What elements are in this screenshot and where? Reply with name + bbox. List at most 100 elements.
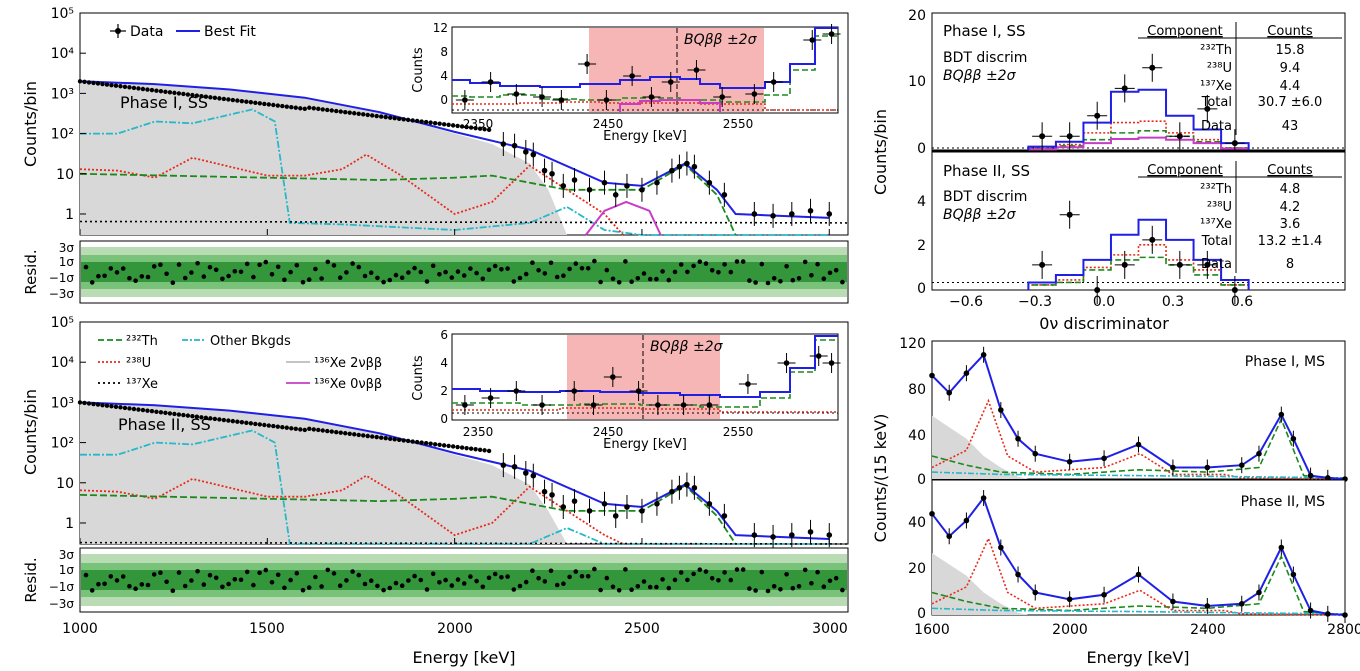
data-point: [356, 432, 361, 438]
data-point: [280, 103, 285, 109]
y-tick-label: 10⁵: [51, 315, 74, 331]
resid-point: [480, 584, 486, 590]
y-tick-label: 10³: [51, 86, 74, 102]
y-tick-label: 10²: [51, 436, 74, 452]
resid-point: [771, 276, 777, 281]
resid-point: [102, 581, 107, 587]
data-point: [244, 420, 249, 425]
data-point: [361, 112, 366, 117]
resid-point: [344, 270, 349, 275]
bdt1-label: Phase I, SS: [943, 22, 1026, 40]
data-point: [387, 436, 393, 441]
panel-main-phase1: 1 10 10² 10³ 10⁴ 10⁵ Phase I, SS Data Best Fi…: [21, 6, 849, 236]
resid-point: [393, 580, 399, 586]
resid-point: [523, 271, 529, 277]
data-point: [239, 420, 245, 425]
resid-point: [362, 581, 368, 587]
svg-text:0: 0: [440, 93, 448, 107]
data-point: [127, 85, 132, 90]
y-tick-label: 10³: [51, 395, 74, 411]
resid-point: [368, 578, 374, 583]
data-point: [262, 422, 267, 428]
inset-point: [584, 61, 590, 67]
inset-xlabel: Energy [keV]: [603, 129, 687, 144]
data-point: [464, 445, 469, 451]
data-point: [181, 412, 186, 418]
ms-point: [1324, 611, 1331, 617]
bdt-point: [1121, 85, 1128, 92]
resid-point: [300, 587, 306, 593]
ms-u238: [931, 536, 1346, 616]
svg-text:0: 0: [917, 141, 926, 157]
data-point: [145, 408, 150, 413]
data-point: [530, 472, 537, 479]
svg-text:Total: Total: [1201, 95, 1232, 110]
inset-roi-label: BQββ ±2σ: [684, 32, 758, 48]
resid-point: [517, 275, 523, 281]
resid-point: [207, 572, 213, 578]
inset-point: [487, 395, 494, 401]
svg-text:2550: 2550: [723, 117, 754, 131]
data-point: [441, 122, 447, 127]
resid-point: [319, 276, 324, 281]
data-point: [612, 192, 619, 198]
svg-text:Counts: Counts: [1267, 163, 1313, 178]
resid-point: [325, 259, 331, 265]
inset-point: [815, 353, 822, 359]
ms-point: [1135, 571, 1142, 578]
data-point: [473, 447, 478, 452]
legend-u238: ²³⁸U: [126, 356, 151, 371]
data-point: [684, 160, 690, 167]
data-point: [325, 107, 330, 113]
svg-text:2450: 2450: [593, 425, 624, 439]
resid-point: [251, 582, 256, 588]
svg-text:3000: 3000: [812, 621, 848, 637]
resid-point: [176, 570, 182, 575]
xe137-curve: [79, 220, 849, 224]
inset-phase2: BQββ ±2σ 6 4 2 0 2350 2450 2550 Energy […: [411, 328, 841, 452]
resid-point: [623, 567, 628, 572]
resid-phase2: 3σ 1σ −1σ −3σ Resid. 1000 1500 2000 2500…: [22, 547, 849, 667]
data-point: [122, 84, 128, 90]
resid-point: [647, 584, 653, 590]
resid-point: [356, 572, 362, 578]
data-point: [131, 85, 137, 91]
data-point: [530, 151, 537, 158]
bdt-point: [1149, 64, 1156, 71]
ms-point: [1307, 472, 1314, 479]
data-point: [770, 534, 776, 540]
data-point: [396, 116, 402, 121]
data-point: [477, 126, 483, 131]
resid-point: [691, 263, 696, 269]
y-tick-label: 10⁴: [51, 355, 75, 371]
bdt2-table: Component Counts ²³²Th 4.8 ²³⁸U 4.2 ¹³⁷X…: [1138, 161, 1342, 273]
data-point: [770, 213, 776, 219]
data-point: [352, 432, 357, 437]
data-point: [136, 86, 141, 91]
data-point: [185, 92, 191, 97]
ms-point: [963, 517, 970, 524]
resid-point: [83, 264, 89, 270]
resid-point: [344, 578, 349, 583]
data-point: [392, 116, 397, 121]
resid-point: [437, 580, 442, 585]
resid-point: [623, 259, 628, 264]
svg-text:²³⁸U: ²³⁸U: [1207, 61, 1232, 76]
data-point: [338, 109, 343, 114]
data-point: [482, 448, 487, 453]
data-point: [167, 411, 173, 416]
data-point: [549, 170, 555, 177]
bdt-point: [1121, 261, 1128, 268]
resid-point: [480, 276, 486, 282]
resid-point: [647, 276, 653, 282]
inset-point: [513, 91, 520, 97]
data-point: [338, 430, 343, 435]
legend-best-fit: Best Fit: [204, 24, 256, 40]
bdt-point: [1094, 287, 1101, 293]
inset-point: [513, 388, 520, 394]
resid-point: [89, 280, 95, 285]
data-point: [307, 105, 312, 110]
data-point: [172, 411, 177, 417]
svg-text:2: 2: [917, 238, 926, 254]
data-point: [253, 421, 258, 427]
